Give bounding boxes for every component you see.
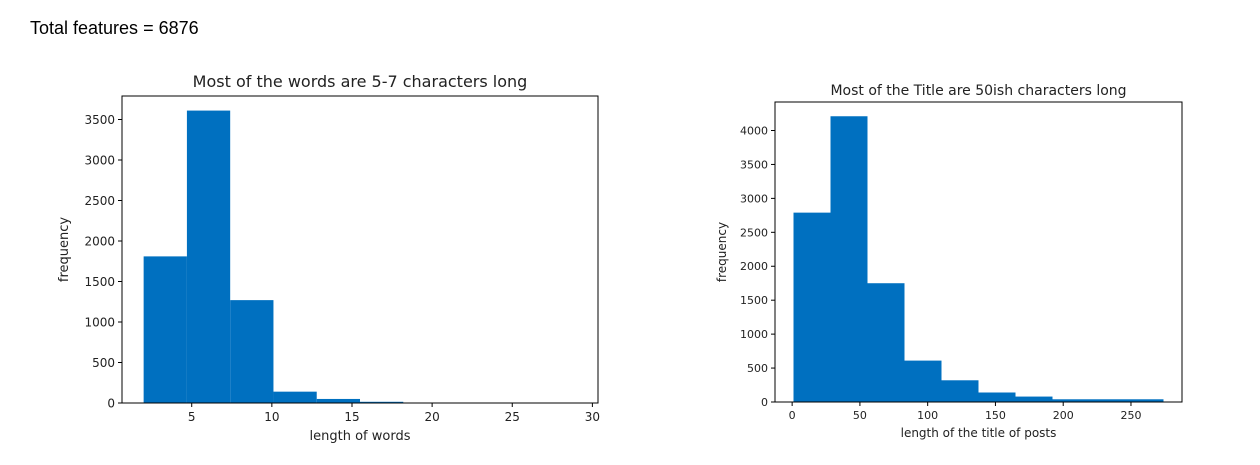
plot-frame bbox=[121, 95, 599, 404]
x-axis-label: length of words bbox=[310, 429, 411, 444]
histogram-bar bbox=[1015, 396, 1053, 402]
x-tick-label: 200 bbox=[1053, 409, 1074, 422]
x-tick-label: 10 bbox=[264, 410, 279, 424]
x-tick-label: 0 bbox=[789, 409, 796, 422]
y-tick-label: 1000 bbox=[84, 315, 115, 329]
histogram-bar bbox=[1052, 399, 1090, 402]
histogram-bar bbox=[186, 110, 231, 403]
x-tick-label: 100 bbox=[917, 409, 938, 422]
histogram-bar bbox=[1126, 399, 1164, 402]
histogram-bar bbox=[978, 392, 1016, 402]
histogram-bar bbox=[316, 398, 360, 403]
y-tick-label: 0 bbox=[107, 396, 115, 410]
histogram-bar bbox=[1089, 399, 1127, 402]
histogram-bar bbox=[360, 401, 404, 403]
total-features-label: Total features = 6876 bbox=[30, 18, 199, 38]
y-tick-label: 3000 bbox=[740, 192, 768, 205]
chart-title: Most of the words are 5-7 characters lon… bbox=[193, 72, 528, 91]
y-tick-label: 1500 bbox=[740, 294, 768, 307]
y-tick-label: 4000 bbox=[740, 124, 768, 137]
histogram-bar bbox=[143, 256, 187, 403]
x-tick-label: 250 bbox=[1120, 409, 1141, 422]
histogram-bar bbox=[230, 300, 274, 403]
y-tick-label: 3500 bbox=[84, 113, 115, 127]
y-tick-label: 1000 bbox=[740, 328, 768, 341]
y-tick-label: 500 bbox=[92, 356, 115, 370]
x-tick-label: 5 bbox=[188, 410, 196, 424]
histogram-bar bbox=[273, 391, 317, 403]
y-tick-label: 2000 bbox=[84, 234, 115, 248]
y-tick-label: 3000 bbox=[84, 153, 115, 167]
histogram-bar bbox=[867, 283, 905, 402]
plot-frame bbox=[774, 101, 1183, 403]
y-tick-label: 2000 bbox=[740, 260, 768, 273]
x-tick-label: 15 bbox=[344, 410, 359, 424]
x-axis-label: length of the title of posts bbox=[901, 426, 1057, 440]
histogram-bar bbox=[904, 360, 942, 402]
y-tick-label: 500 bbox=[747, 362, 768, 375]
x-tick-label: 30 bbox=[585, 410, 600, 424]
y-tick-label: 2500 bbox=[84, 194, 115, 208]
y-tick-label: 3500 bbox=[740, 158, 768, 171]
y-axis-label: frequency bbox=[57, 217, 72, 283]
histogram-bar bbox=[830, 116, 868, 403]
histogram-bar bbox=[793, 212, 831, 402]
y-tick-label: 1500 bbox=[84, 275, 115, 289]
x-tick-label: 50 bbox=[853, 409, 867, 422]
chart-title: Most of the Title are 50ish characters l… bbox=[830, 83, 1126, 99]
y-axis-label: frequency bbox=[715, 222, 729, 282]
x-tick-label: 20 bbox=[424, 410, 439, 424]
y-tick-label: 2500 bbox=[740, 226, 768, 239]
histogram-bar bbox=[941, 380, 979, 402]
y-tick-label: 0 bbox=[761, 396, 768, 409]
x-tick-label: 150 bbox=[985, 409, 1006, 422]
x-tick-label: 25 bbox=[505, 410, 520, 424]
